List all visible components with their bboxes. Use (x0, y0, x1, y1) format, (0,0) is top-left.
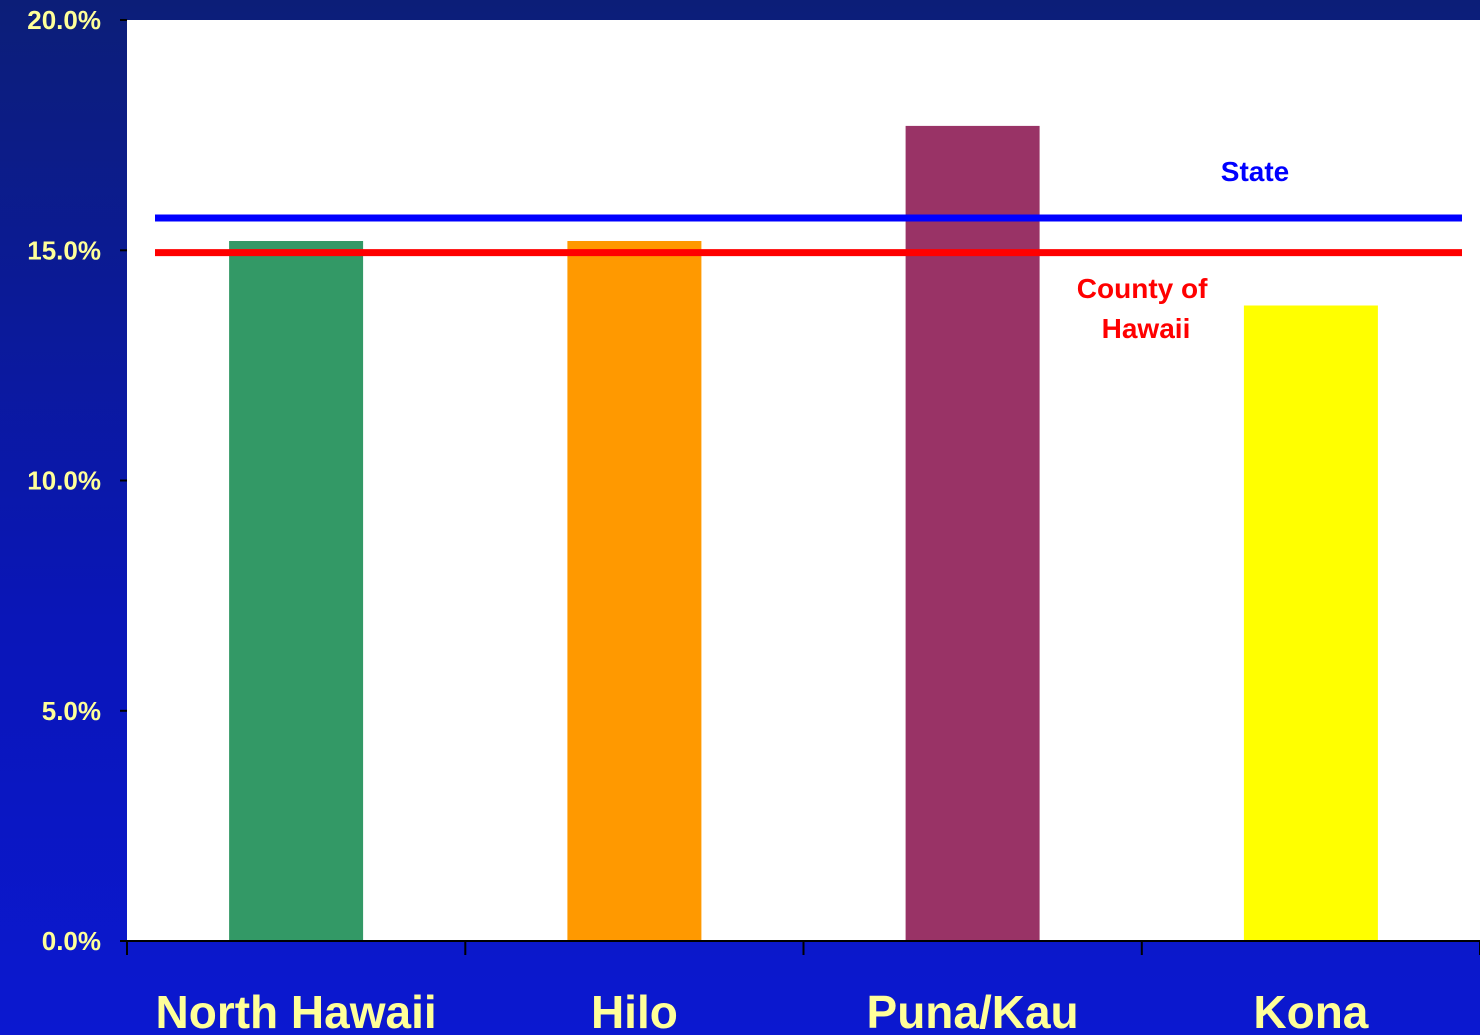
bar-kona (1243, 305, 1378, 941)
county-line-label-2: Hawaii (1102, 313, 1191, 344)
county-line-label: County of Hawaii (1077, 273, 1215, 344)
y-tick-label: 0.0% (42, 926, 101, 956)
state-line-label: State (1221, 156, 1289, 187)
x-category-label: Kona (1253, 986, 1368, 1035)
county-line-label-1: County of (1077, 273, 1208, 304)
bar-puna-kau (905, 125, 1040, 941)
y-tick-label: 15.0% (27, 235, 101, 265)
bar-north-hawaii (229, 241, 364, 941)
y-tick-label: 20.0% (27, 5, 101, 35)
x-category-label: North Hawaii (156, 986, 437, 1035)
x-category-label: Hilo (591, 986, 678, 1035)
bar-hilo (567, 241, 702, 941)
y-tick-label: 10.0% (27, 466, 101, 496)
x-category-label: Puna/Kau (867, 986, 1079, 1035)
y-tick-label: 5.0% (42, 696, 101, 726)
